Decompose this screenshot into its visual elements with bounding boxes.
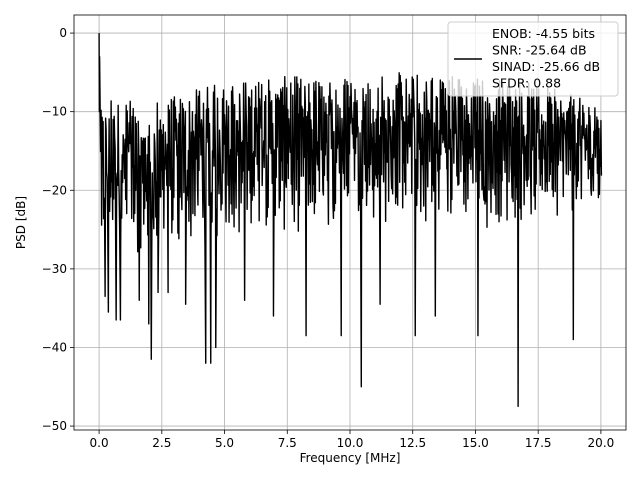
y-tick-label: −30 (42, 262, 67, 276)
legend-snr: SNR: -25.64 dB (492, 43, 587, 58)
series-psd (98, 33, 603, 408)
y-axis-label: PSD [dB] (14, 196, 28, 249)
x-tick-label: 20.0 (588, 436, 615, 450)
psd-line (98, 33, 603, 408)
x-tick-label: 17.5 (525, 436, 552, 450)
x-tick-label: 0.0 (90, 436, 109, 450)
y-tick-label: −40 (42, 340, 67, 354)
x-axis-label: Frequency [MHz] (300, 451, 401, 465)
y-axis-ticks: 0 −10 −20 −30 −40 −50 (42, 26, 74, 433)
legend-sinad: SINAD: -25.66 dB (492, 59, 600, 74)
legend-box (447, 21, 619, 97)
legend-enob: ENOB: -4.55 bits (492, 26, 595, 41)
legend: ENOB: -4.55 bits SNR: -25.64 dB SINAD: -… (447, 21, 619, 97)
x-tick-label: 15.0 (462, 436, 489, 450)
x-tick-label: 10.0 (337, 436, 364, 450)
legend-sfdr: SFDR: 0.88 (492, 76, 561, 91)
y-tick-label: −10 (42, 105, 67, 119)
x-tick-label: 7.5 (278, 436, 297, 450)
y-tick-label: −20 (42, 183, 67, 197)
y-tick-label: 0 (59, 26, 67, 40)
x-tick-label: 2.5 (152, 436, 171, 450)
x-tick-label: 5.0 (215, 436, 234, 450)
y-tick-label: −50 (42, 419, 67, 433)
x-axis-ticks: 0.0 2.5 5.0 7.5 10.0 12.5 15.0 17.5 20.0 (90, 430, 615, 450)
x-tick-label: 12.5 (399, 436, 426, 450)
